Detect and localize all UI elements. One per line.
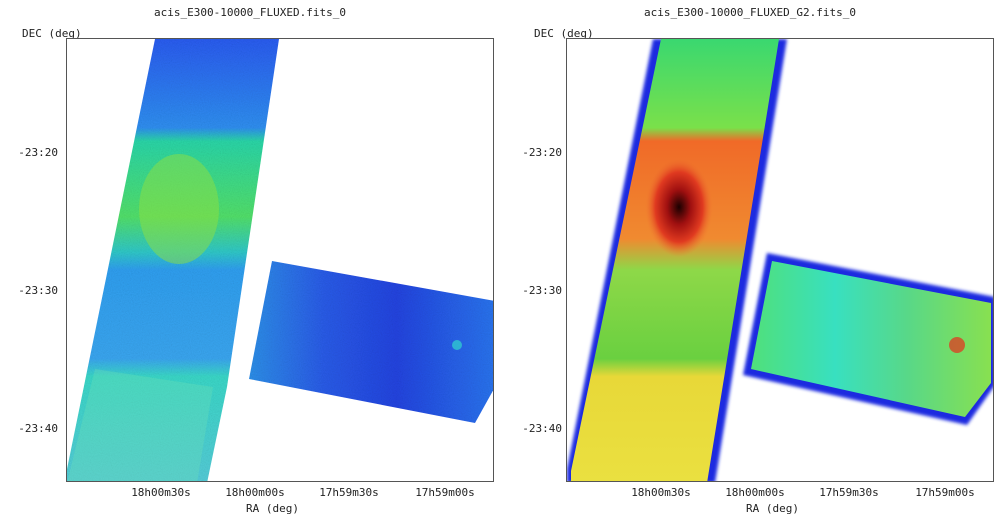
y-tick-label: -23:30 (522, 284, 562, 297)
x-tick-label: 18h00m00s (225, 486, 285, 499)
y-tick-label: -23:20 (522, 146, 562, 159)
x-tick-label: 18h00m30s (131, 486, 191, 499)
fluxed-image (67, 39, 493, 481)
x-tick-label: 17h59m00s (915, 486, 975, 499)
image-canvas[interactable] (66, 38, 494, 482)
x-tick-label: 17h59m30s (319, 486, 379, 499)
y-tick-label: -23:40 (522, 422, 562, 435)
x-tick-label: 17h59m00s (415, 486, 475, 499)
panel-title: acis_E300-10000_FLUXED.fits_0 (153, 6, 347, 19)
x-tick-label: 17h59m30s (819, 486, 879, 499)
y-tick-label: -23:20 (18, 146, 58, 159)
x-axis-label: RA (deg) (746, 502, 799, 515)
x-tick-label: 18h00m00s (725, 486, 785, 499)
y-tick-label: -23:40 (18, 422, 58, 435)
y-axis-label: DEC (deg) (534, 27, 594, 40)
right-image-panel: acis_E300-10000_FLUXED_G2.fits_0 DEC (de… (500, 0, 1000, 522)
left-image-panel: acis_E300-10000_FLUXED.fits_0 DEC (deg) … (18, 6, 494, 515)
y-axis-label: DEC (deg) (22, 27, 82, 40)
x-tick-label: 18h00m30s (631, 486, 691, 499)
panel-title: acis_E300-10000_FLUXED_G2.fits_0 (644, 6, 856, 19)
x-axis-label: RA (deg) (246, 502, 299, 515)
y-tick-label: -23:30 (18, 284, 58, 297)
smoothed-image (567, 39, 993, 481)
image-canvas[interactable] (566, 38, 994, 482)
